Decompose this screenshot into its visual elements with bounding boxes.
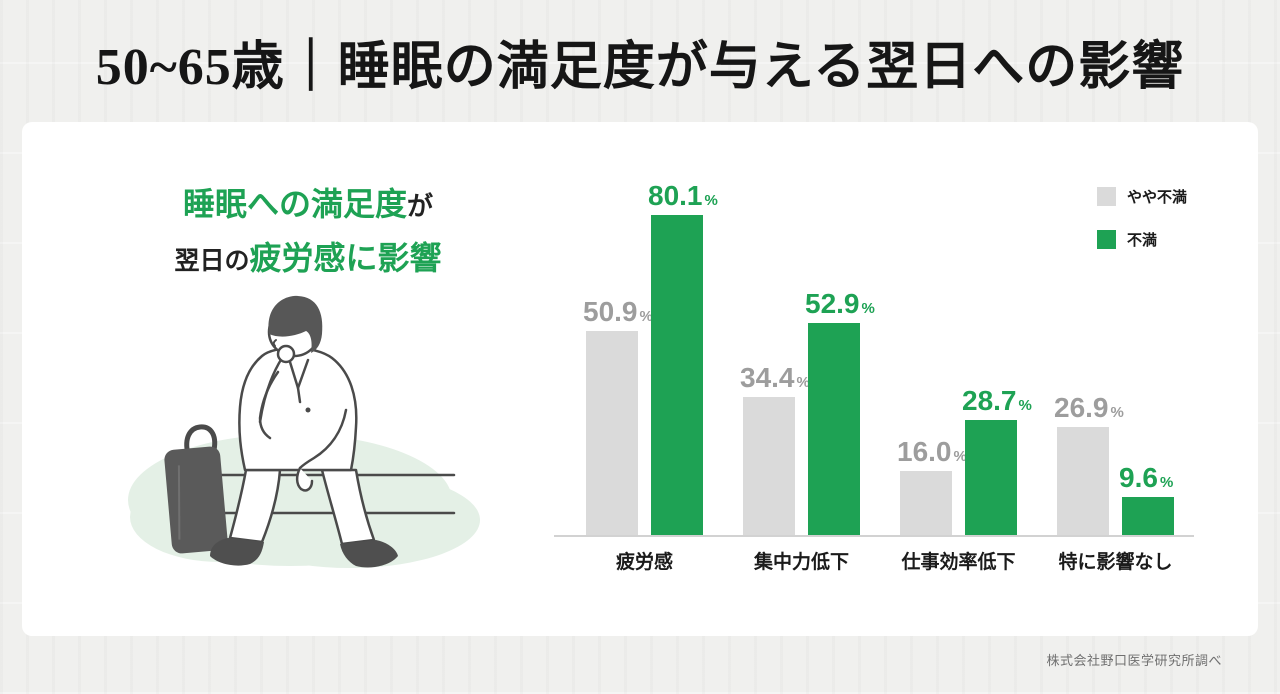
bar-value-label: 50.9% — [583, 296, 653, 328]
legend-swatch-green — [1097, 230, 1116, 249]
bar-value-label: 80.1% — [648, 179, 718, 211]
bar-group-2: 34.4% 52.9% — [740, 290, 875, 535]
category-label: 仕事効率低下 — [901, 552, 1016, 573]
chart-legend: やや不満 不満 — [1097, 186, 1187, 250]
headline-black-text-2: 翌日の — [174, 246, 250, 275]
bar-やや不満-疲労感: 50.9% — [583, 298, 653, 535]
source-credit: 株式会社野口医学研究所調べ — [1046, 653, 1222, 668]
category-label: 特に影響なし — [1058, 552, 1173, 573]
category-label: 集中力低下 — [753, 552, 849, 573]
bar-やや不満-特に影響なし: 26.9% — [1054, 394, 1124, 535]
content-card: 睡眠への満足度が 翌日の疲労感に影響 — [22, 122, 1258, 636]
page-title: 50~65歳｜睡眠の満足度が与える翌日への影響 — [95, 39, 1185, 96]
headline-black-text-1: が — [407, 191, 434, 221]
headline-line-2: 翌日の疲労感に影響 — [58, 240, 558, 277]
category-row: 疲労感 集中力低下 仕事効率低下 特に影響なし — [554, 547, 1194, 574]
man-figure — [210, 295, 398, 568]
legend-item-dissatisfied: 不満 — [1097, 229, 1187, 250]
bar-value-label: 9.6% — [1119, 461, 1174, 493]
plot-area: 50.9% 80.1% 34.4% 52.9% 16.0% 28.7% 26.9% 9.6% — [554, 177, 1194, 537]
legend-swatch-gray — [1097, 187, 1116, 206]
bar-不満-疲労感: 80.1% — [648, 181, 718, 535]
headline-line-1: 睡眠への満足度が — [58, 186, 558, 223]
legend-label: 不満 — [1127, 232, 1158, 249]
bar-chart: 50.9% 80.1% 34.4% 52.9% 16.0% 28.7% 26.9% 9.6% … — [554, 177, 1194, 574]
bar-不満-特に影響なし: 9.6% — [1119, 463, 1174, 535]
category-label: 疲労感 — [615, 552, 673, 573]
bar-value-label: 34.4% — [740, 362, 810, 394]
headline-green-text-1: 睡眠への満足度 — [182, 186, 407, 222]
bar-value-label: 28.7% — [962, 385, 1032, 417]
bar-やや不満-集中力低下: 34.4% — [740, 364, 810, 535]
legend-label: やや不満 — [1127, 189, 1188, 206]
tired-man-illustration — [128, 295, 480, 568]
bar-value-label: 26.9% — [1054, 392, 1124, 424]
bar-group-3: 16.0% 28.7% — [897, 387, 1032, 535]
briefcase-icon — [164, 424, 228, 554]
legend-item-somewhat-dissatisfied: やや不満 — [1097, 186, 1187, 207]
headline-green-text-2: 疲労感に影響 — [249, 239, 442, 276]
bar-value-label: 16.0% — [897, 436, 967, 467]
bar-不満-集中力低下: 52.9% — [805, 290, 875, 535]
bar-value-label: 52.9% — [805, 288, 875, 320]
bar-やや不満-仕事効率低下: 16.0% — [897, 438, 967, 535]
bar-group-4: 26.9% 9.6% — [1054, 394, 1174, 535]
bar-group-1: 50.9% 80.1% — [583, 181, 718, 535]
bar-不満-仕事効率低下: 28.7% — [962, 387, 1032, 535]
headline: 睡眠への満足度が 翌日の疲労感に影響 — [58, 186, 558, 277]
